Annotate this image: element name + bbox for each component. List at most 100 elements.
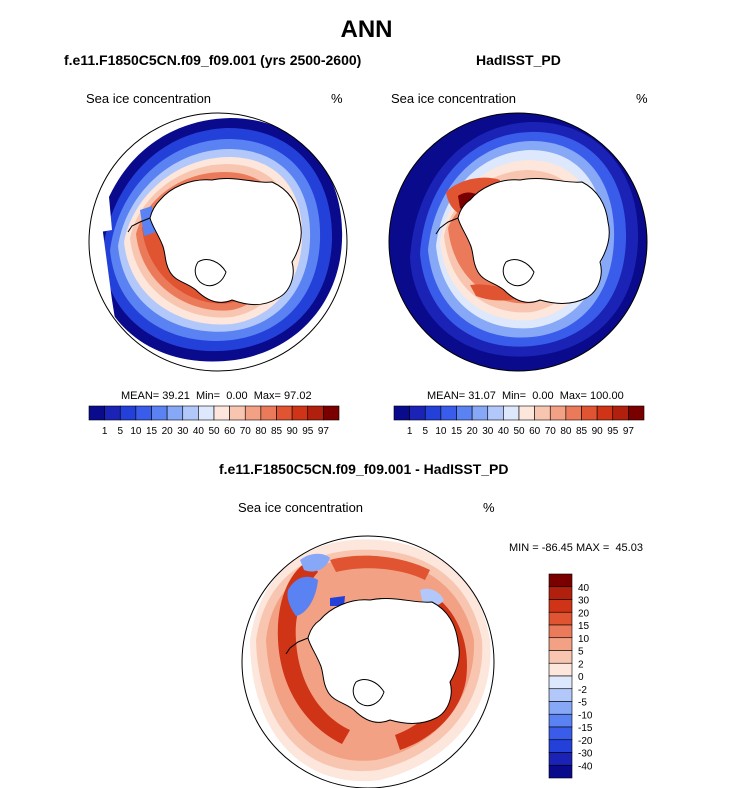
panel2-variable-label: Sea ice concentration bbox=[391, 91, 517, 106]
panel2-colorbar-swatch bbox=[393, 405, 410, 421]
panel2-colorbar-swatch bbox=[549, 405, 567, 421]
panel1-colorbar-tick-label: 40 bbox=[193, 426, 205, 437]
panel2-colorbar-swatch bbox=[409, 405, 426, 421]
panel2-colorbar-tick-label: 80 bbox=[560, 426, 572, 437]
panel2-colorbar-swatch bbox=[534, 405, 551, 421]
panel2-colorbar-swatch bbox=[424, 405, 442, 421]
panel1-colorbar-swatch bbox=[307, 405, 324, 421]
panel2-mean-value: 31.07 bbox=[468, 390, 496, 402]
panel1-colorbar-swatch bbox=[88, 405, 105, 421]
panel3-colorbar-swatch bbox=[548, 624, 573, 639]
panel2-colorbar-tick-label: 10 bbox=[435, 426, 447, 437]
panel2-colorbar-swatch bbox=[581, 405, 598, 421]
panel3-stats: MIN = -86.45 MAX = 45.03 bbox=[509, 542, 643, 554]
panel2-stats: MEAN= 31.07 Min= 0.00 Max= 100.00 bbox=[427, 390, 624, 402]
panel1-colorbar-swatch bbox=[213, 405, 230, 421]
panel3-min-value: -86.45 bbox=[541, 542, 573, 554]
panel2-min-label: Min= bbox=[501, 390, 527, 402]
panel3-colorbar-swatch bbox=[548, 650, 573, 664]
panel3-colorbar-tick-label: -15 bbox=[578, 723, 593, 734]
panel2-colorbar-swatch bbox=[456, 405, 473, 421]
panel3-colorbar-tick-label: 10 bbox=[578, 634, 590, 645]
panel2-colorbar-tick-label: 5 bbox=[422, 426, 428, 437]
panel3-colorbar-swatch bbox=[548, 701, 573, 715]
panel2-colorbar-tick-label: 95 bbox=[607, 426, 619, 437]
panel1-colorbar-tick-label: 97 bbox=[318, 426, 330, 437]
panel3-subtitle: f.e11.F1850C5CN.f09_f09.001 - HadISST_PD bbox=[219, 461, 509, 477]
panel3-colorbar-tick-label: -20 bbox=[578, 736, 593, 747]
panel1-colorbar-tick-label: 85 bbox=[271, 426, 283, 437]
panel2-colorbar-swatch bbox=[596, 405, 614, 421]
panel2-colorbar-tick-label: 1 bbox=[407, 426, 413, 437]
panel1-colorbar-tick-label: 80 bbox=[255, 426, 267, 437]
panel3-colorbar-tick-label: 15 bbox=[578, 621, 590, 632]
panel1-unit-label: % bbox=[331, 91, 343, 106]
panel3-colorbar-swatch bbox=[548, 586, 573, 600]
panel1-map bbox=[89, 113, 347, 371]
panel2-colorbar-tick-label: 15 bbox=[451, 426, 463, 437]
panel2-colorbar-tick-label: 90 bbox=[592, 426, 604, 437]
panel1-min-label: Min= bbox=[195, 390, 221, 402]
panel1-max-value: 97.02 bbox=[284, 390, 312, 402]
panel3-colorbar-tick-label: 2 bbox=[578, 659, 584, 670]
panel1-colorbar-swatch bbox=[104, 405, 121, 421]
figure-title: ANN bbox=[340, 16, 393, 43]
panel1-colorbar-swatch bbox=[244, 405, 262, 421]
panel1-colorbar-tick-label: 50 bbox=[208, 426, 220, 437]
panel1-colorbar-tick-label: 70 bbox=[240, 426, 252, 437]
panel1-colorbar-swatch bbox=[182, 405, 199, 421]
panel2-max-value: 100.00 bbox=[590, 390, 624, 402]
panel1-colorbar-tick-label: 20 bbox=[162, 426, 174, 437]
panel1-colorbar-swatch bbox=[119, 405, 137, 421]
panel1-colorbar-swatch bbox=[166, 405, 184, 421]
panel3-variable-label: Sea ice concentration bbox=[238, 500, 364, 515]
panel2-colorbar-swatch bbox=[503, 405, 520, 421]
panel2-colorbar-tick-label: 40 bbox=[498, 426, 510, 437]
panel3-colorbar-swatch bbox=[548, 675, 573, 690]
panel1-colorbar-swatch bbox=[276, 405, 293, 421]
panel1-map-border bbox=[88, 112, 348, 372]
panel3-map-border bbox=[241, 535, 495, 788]
panel2-colorbar: 1 5 10 15 20 30 40 50 60 70 80 85 90 95 97 bbox=[393, 405, 645, 437]
panel1-colorbar-swatch bbox=[291, 405, 309, 421]
panel3-colorbar-tick-label: 5 bbox=[578, 647, 584, 658]
panel3-unit-label: % bbox=[483, 500, 495, 515]
panel3-colorbar-swatch bbox=[548, 764, 573, 779]
panel2-colorbar-tick-label: 97 bbox=[623, 426, 635, 437]
panel3-colorbar-tick-label: -10 bbox=[578, 710, 593, 721]
panel2-colorbar-tick-label: 70 bbox=[545, 426, 557, 437]
panel1-mean-value: 39.21 bbox=[162, 390, 190, 402]
panel3-colorbar-tick-label: 30 bbox=[578, 596, 590, 607]
panel2-max-label: Max= bbox=[559, 390, 587, 402]
panel2-subtitle: HadISST_PD bbox=[476, 52, 561, 68]
panel2-colorbar-tick-label: 60 bbox=[529, 426, 541, 437]
panel1-colorbar-swatch bbox=[151, 405, 168, 421]
panel2-colorbar-swatch bbox=[612, 405, 629, 421]
panel1-colorbar-swatch bbox=[229, 405, 246, 421]
panel3-colorbar-tick-label: -40 bbox=[578, 761, 593, 772]
panel3-colorbar-tick-label: 0 bbox=[578, 672, 584, 683]
panel2-colorbar-swatch bbox=[440, 405, 457, 421]
panel2-unit-label: % bbox=[636, 91, 648, 106]
panel2-colorbar-swatch bbox=[565, 405, 582, 421]
panel3-colorbar-swatch bbox=[548, 752, 573, 766]
panel1-max-label: Max= bbox=[253, 390, 281, 402]
panel2-colorbar-swatch bbox=[487, 405, 504, 421]
panel2-colorbar-swatch bbox=[628, 405, 645, 421]
panel3-colorbar-swatch bbox=[548, 599, 573, 613]
panel2-min-value: 0.00 bbox=[532, 390, 554, 402]
panel1-colorbar-tick-label: 5 bbox=[117, 426, 123, 437]
panel3-colorbar-tick-label: 20 bbox=[578, 608, 590, 619]
panel1-colorbar-tick-label: 1 bbox=[102, 426, 108, 437]
panel3-colorbar-tick-label: -2 bbox=[578, 685, 587, 696]
panel1-colorbar-tick-label: 95 bbox=[302, 426, 314, 437]
panel3-colorbar-swatch bbox=[548, 739, 573, 753]
panel3-map bbox=[242, 536, 494, 788]
panel1-colorbar-tick-label: 10 bbox=[130, 426, 142, 437]
panel1-colorbar-tick-label: 30 bbox=[177, 426, 189, 437]
panel3-colorbar-swatch bbox=[548, 688, 573, 702]
panel1-colorbar-tick-label: 90 bbox=[287, 426, 299, 437]
panel1-min-value: 0.00 bbox=[226, 390, 248, 402]
